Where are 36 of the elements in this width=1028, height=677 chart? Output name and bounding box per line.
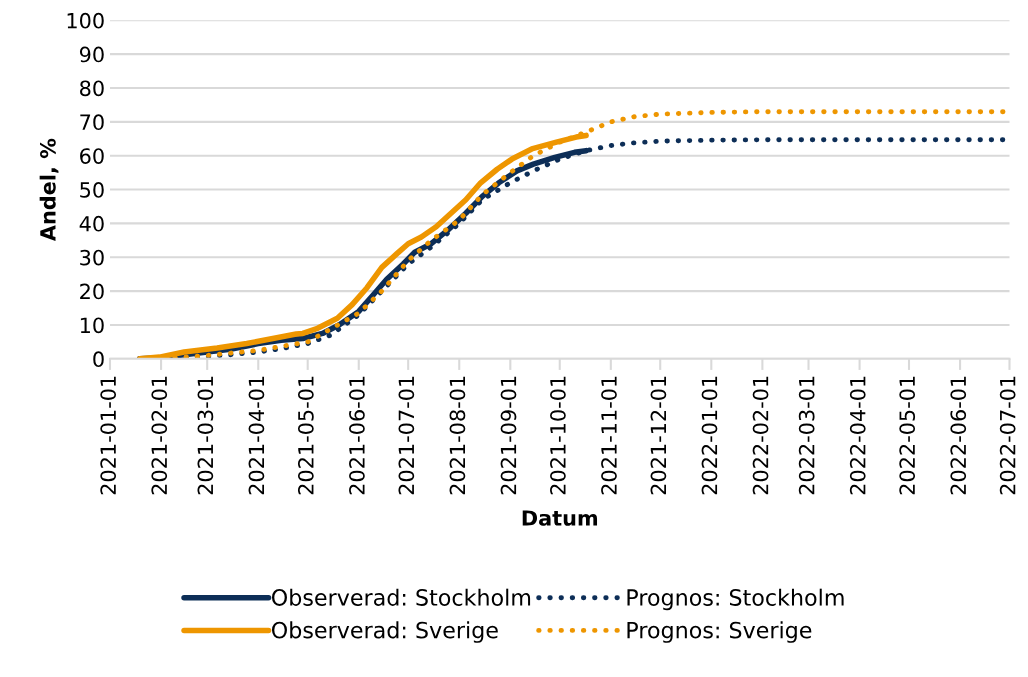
x-tick-label: 2022-07-01	[999, 376, 1016, 495]
x-tick-label: 2021-12-01	[650, 376, 667, 495]
x-tick-label: 2022-04-01	[849, 376, 866, 495]
y-tick-label: 70	[80, 114, 104, 131]
x-tick-label: 2021-11-01	[601, 376, 617, 495]
x-tick-label: 2021-05-01	[297, 376, 314, 495]
x-tick-label: 2021-03-01	[197, 376, 214, 495]
y-tick-label: 10	[80, 317, 104, 334]
legend-label: Prognos: Sverige	[627, 621, 812, 643]
x-tick-label: 2021-04-01	[248, 376, 265, 495]
x-tick-label: 2022-02-01	[752, 376, 769, 495]
y-tick-label: 50	[80, 182, 104, 198]
x-tick-label: 2022-06-01	[950, 376, 967, 495]
x-tick-label: 2021-08-01	[449, 376, 466, 495]
legend-label: Observerad: Sverige	[271, 621, 498, 643]
x-tick-label: 2021-10-01	[550, 376, 566, 495]
x-tick-label: 2021-07-01	[398, 376, 415, 495]
y-tick-label: 0	[93, 351, 104, 368]
y-tick-label: 40	[79, 215, 104, 232]
x-tick-label: 2022-05-01	[899, 376, 916, 495]
y-tick-label: 100	[67, 12, 104, 29]
legend-label: Prognos: Stockholm	[627, 588, 844, 611]
x-tick-label: 2021-06-01	[349, 376, 365, 495]
y-axis-title: Andel, %	[39, 138, 59, 242]
x-tick-label: 2021-02-01	[151, 376, 168, 495]
y-tick-label: 90	[79, 46, 104, 63]
x-tick-label: 2021-01-01	[100, 376, 117, 495]
y-tick-label: 20	[80, 283, 104, 300]
y-tick-label: 30	[80, 249, 104, 266]
y-tick-label: 60	[80, 148, 104, 164]
legend-label: Observerad: Stockholm	[271, 588, 531, 606]
x-tick-label: 2021-09-01	[500, 376, 517, 495]
x-axis-title: Datum	[522, 510, 598, 526]
x-tick-label: 2022-01-01	[701, 376, 718, 495]
y-tick-label: 80	[80, 80, 104, 97]
x-tick-label: 2022-03-01	[798, 376, 815, 495]
